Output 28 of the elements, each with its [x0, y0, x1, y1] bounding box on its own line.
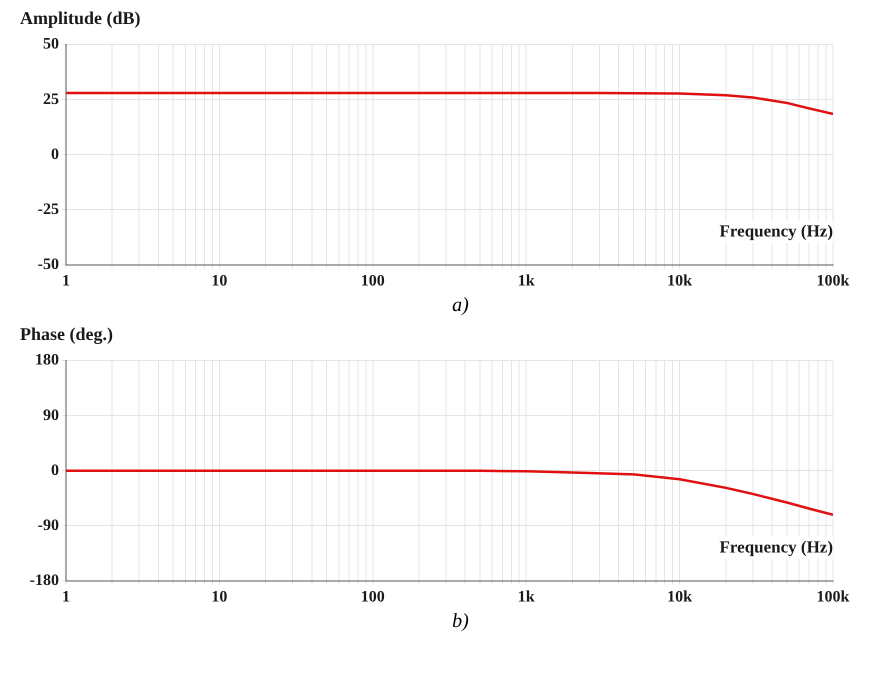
y-tick-label: 50 — [43, 36, 59, 53]
x-axis-title: Frequency (Hz) — [720, 222, 833, 241]
x-tick-label: 10 — [211, 588, 228, 606]
y-tick-label: 90 — [43, 406, 59, 424]
x-tick-label: 100k — [816, 588, 850, 606]
y-tick-label: 25 — [43, 90, 59, 108]
x-tick-label: 1k — [518, 588, 535, 606]
y-tick-label: 0 — [51, 462, 59, 479]
x-tick-label: 100 — [360, 272, 385, 290]
y-tick-label: -25 — [38, 200, 59, 218]
x-tick-label: 1k — [518, 272, 535, 290]
y-axis-title: Amplitude (dB) — [19, 8, 142, 30]
x-tick-label: 10 — [211, 272, 228, 290]
y-tick-label: -180 — [30, 572, 59, 589]
x-axis-title: Frequency (Hz) — [720, 538, 833, 557]
y-tick-label: 180 — [35, 352, 59, 369]
text: b) — [451, 610, 470, 634]
text: a) — [451, 294, 470, 318]
x-tick-label: 100 — [360, 588, 385, 606]
x-tick-label: 1 — [62, 588, 70, 606]
x-tick-label: 100k — [816, 272, 850, 290]
y-tick-label: 0 — [51, 146, 59, 163]
x-tick-label: 10k — [667, 272, 692, 290]
x-tick-label: 1 — [62, 272, 70, 290]
y-axis-title: Phase (deg.) — [19, 324, 114, 346]
y-tick-label: -50 — [38, 256, 59, 273]
y-tick-label: -90 — [38, 516, 59, 534]
x-tick-label: 10k — [667, 588, 692, 606]
